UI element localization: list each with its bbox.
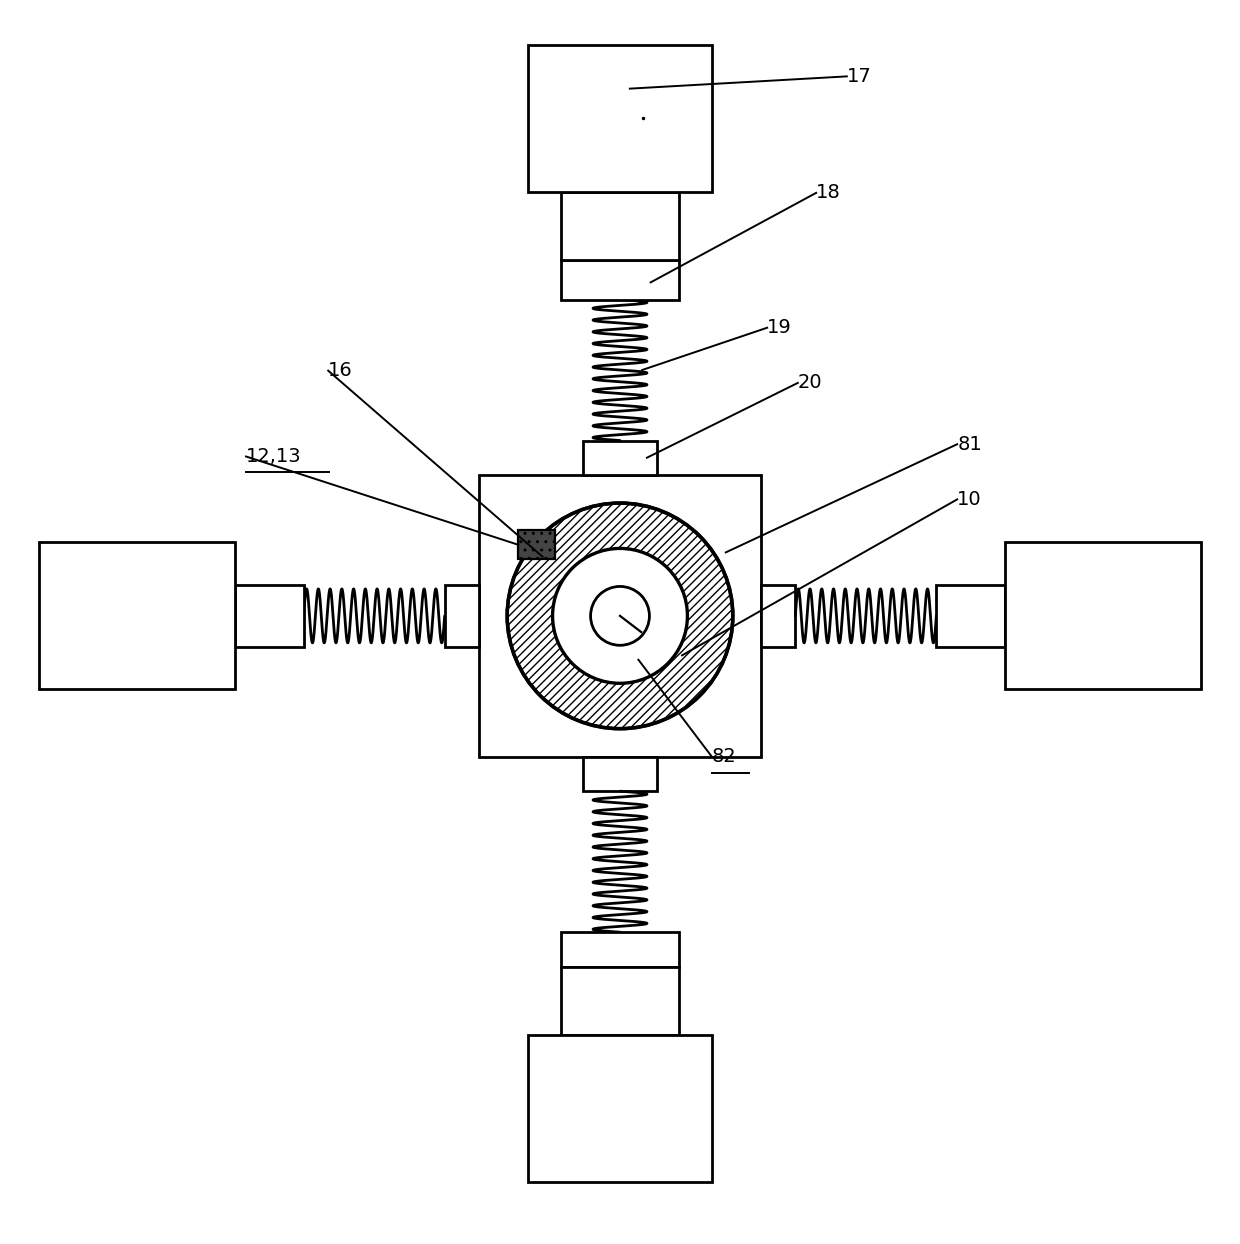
- Bar: [479, 475, 761, 756]
- Text: 81: 81: [957, 434, 982, 454]
- Text: 16: 16: [329, 361, 353, 381]
- Bar: [445, 585, 479, 647]
- Text: 82: 82: [712, 748, 737, 766]
- Circle shape: [590, 586, 650, 646]
- Bar: [528, 1035, 712, 1182]
- Bar: [562, 967, 678, 1035]
- Bar: [38, 542, 236, 689]
- Circle shape: [507, 503, 733, 729]
- Text: 10: 10: [957, 490, 982, 509]
- Text: 19: 19: [768, 318, 792, 337]
- Text: 18: 18: [816, 183, 841, 203]
- Bar: [562, 260, 678, 300]
- Bar: [936, 585, 1004, 647]
- Text: 17: 17: [847, 67, 872, 86]
- Bar: [562, 192, 678, 260]
- Text: 20: 20: [797, 373, 822, 392]
- Bar: [583, 440, 657, 475]
- Bar: [562, 932, 678, 967]
- Bar: [761, 585, 795, 647]
- Bar: [1004, 542, 1202, 689]
- Text: 12,13: 12,13: [246, 447, 301, 466]
- Bar: [518, 530, 556, 560]
- Circle shape: [553, 549, 687, 683]
- Bar: [528, 45, 712, 192]
- Bar: [236, 585, 304, 647]
- Bar: [583, 756, 657, 791]
